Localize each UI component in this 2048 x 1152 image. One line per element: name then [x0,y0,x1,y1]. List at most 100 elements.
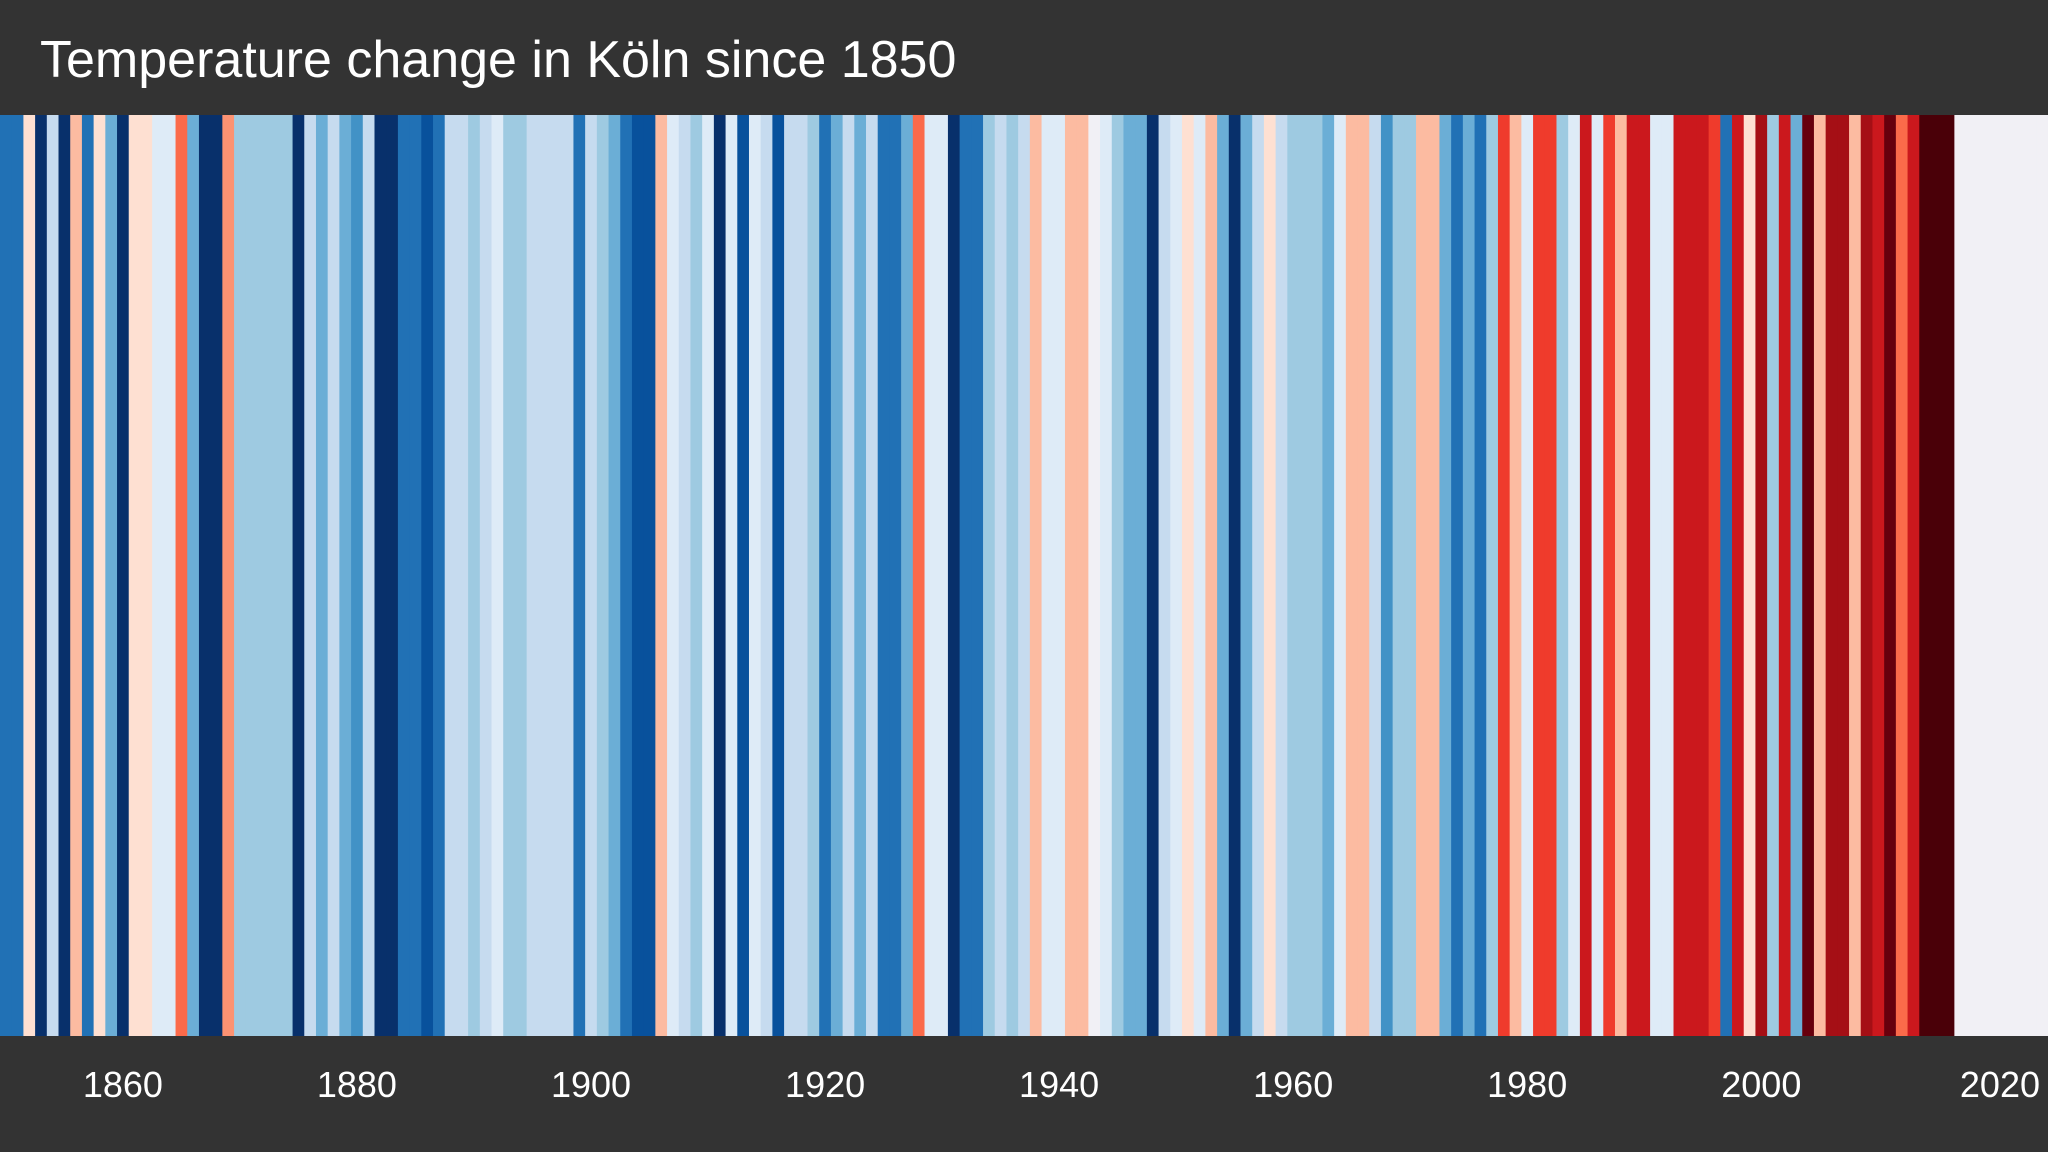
stripe-1850 [0,115,13,1036]
stripe-2021 [2001,115,2014,1036]
stripe-1939 [1041,115,1054,1036]
stripe-1981 [1533,115,1546,1036]
stripe-1926 [889,115,902,1036]
stripe-2005 [1813,115,1827,1036]
stripe-1950 [1170,115,1183,1036]
stripe-1876 [304,115,317,1036]
stripe-1896 [538,115,551,1036]
stripe-1913 [737,115,750,1036]
stripe-1973 [1439,115,1452,1036]
stripe-1962 [1310,115,1324,1036]
stripe-1966 [1357,115,1370,1036]
stripe-1906 [655,115,668,1036]
stripe-1868 [210,115,223,1036]
stripe-1986 [1591,115,1604,1036]
stripe-1952 [1193,115,1206,1036]
stripe-1872 [257,115,270,1036]
stripe-1911 [713,115,727,1036]
stripe-1915 [760,115,773,1036]
stripe-1879 [339,115,352,1036]
stripe-1883 [386,115,399,1036]
stripe-1897 [550,115,563,1036]
stripe-2014 [1919,115,1932,1036]
stripe-1912 [725,115,738,1036]
stripe-2001 [1767,115,1780,1036]
stripe-1855 [58,115,71,1036]
stripe-1857 [81,115,95,1036]
stripe-1874 [280,115,294,1036]
x-tick-label-1880: 1880 [317,1064,397,1105]
stripe-1959 [1275,115,1288,1036]
stripe-1881 [362,115,376,1036]
stripe-1971 [1416,115,1429,1036]
stripe-1870 [234,115,247,1036]
stripe-1875 [292,115,305,1036]
stripe-1916 [772,115,785,1036]
stripe-1884 [397,115,411,1036]
stripe-1974 [1451,115,1464,1036]
stripe-1922 [842,115,855,1036]
stripe-1918 [795,115,809,1036]
stripe-1853 [35,115,48,1036]
stripe-2002 [1778,115,1792,1036]
stripe-1995 [1696,115,1710,1036]
stripe-1877 [315,115,329,1036]
stripe-1889 [456,115,469,1036]
stripe-1888 [444,115,458,1036]
stripe-1963 [1322,115,1335,1036]
stripe-1945 [1111,115,1125,1036]
stripe-1914 [748,115,762,1036]
stripe-1871 [245,115,259,1036]
stripe-1882 [374,115,387,1036]
x-tick-label-1940: 1940 [1019,1064,1099,1105]
stripe-1886 [421,115,434,1036]
stripe-1910 [702,115,715,1036]
stripe-1985 [1579,115,1593,1036]
stripe-1891 [479,115,493,1036]
stripe-1864 [163,115,177,1036]
stripe-2010 [1872,115,1885,1036]
stripe-1920 [819,115,832,1036]
stripe-1992 [1661,115,1675,1036]
stripe-1878 [327,115,340,1036]
stripe-2015 [1930,115,1944,1036]
stripe-2011 [1884,115,1897,1036]
stripe-2007 [1837,115,1850,1036]
stripes-group [0,115,2048,1036]
stripe-2013 [1907,115,1920,1036]
stripe-1982 [1544,115,1558,1036]
stripe-1932 [959,115,972,1036]
stripe-1994 [1685,115,1698,1036]
stripe-1856 [70,115,83,1036]
stripe-1947 [1135,115,1148,1036]
stripe-1946 [1123,115,1136,1036]
stripe-1885 [409,115,422,1036]
stripe-2000 [1755,115,1768,1036]
stripe-2019 [1977,115,1991,1036]
stripe-1931 [947,115,961,1036]
stripe-1898 [561,115,575,1036]
stripe-1869 [222,115,235,1036]
x-tick-label-1920: 1920 [785,1064,865,1105]
stripe-1909 [690,115,703,1036]
stripe-1908 [678,115,692,1036]
stripe-1998 [1732,115,1745,1036]
stripe-1852 [23,115,36,1036]
x-tick-label-1860: 1860 [83,1064,163,1105]
stripe-1900 [585,115,598,1036]
stripe-1990 [1638,115,1651,1036]
stripe-1941 [1064,115,1078,1036]
stripe-1862 [140,115,153,1036]
stripe-1944 [1100,115,1113,1036]
stripe-1899 [573,115,586,1036]
stripe-1887 [433,115,446,1036]
stripe-1988 [1614,115,1628,1036]
stripe-1904 [631,115,645,1036]
stripe-1958 [1263,115,1277,1036]
stripe-1960 [1287,115,1300,1036]
stripe-1930 [936,115,949,1036]
stripe-1977 [1486,115,1499,1036]
stripe-1921 [830,115,844,1036]
stripe-1987 [1603,115,1616,1036]
stripe-1865 [175,115,188,1036]
